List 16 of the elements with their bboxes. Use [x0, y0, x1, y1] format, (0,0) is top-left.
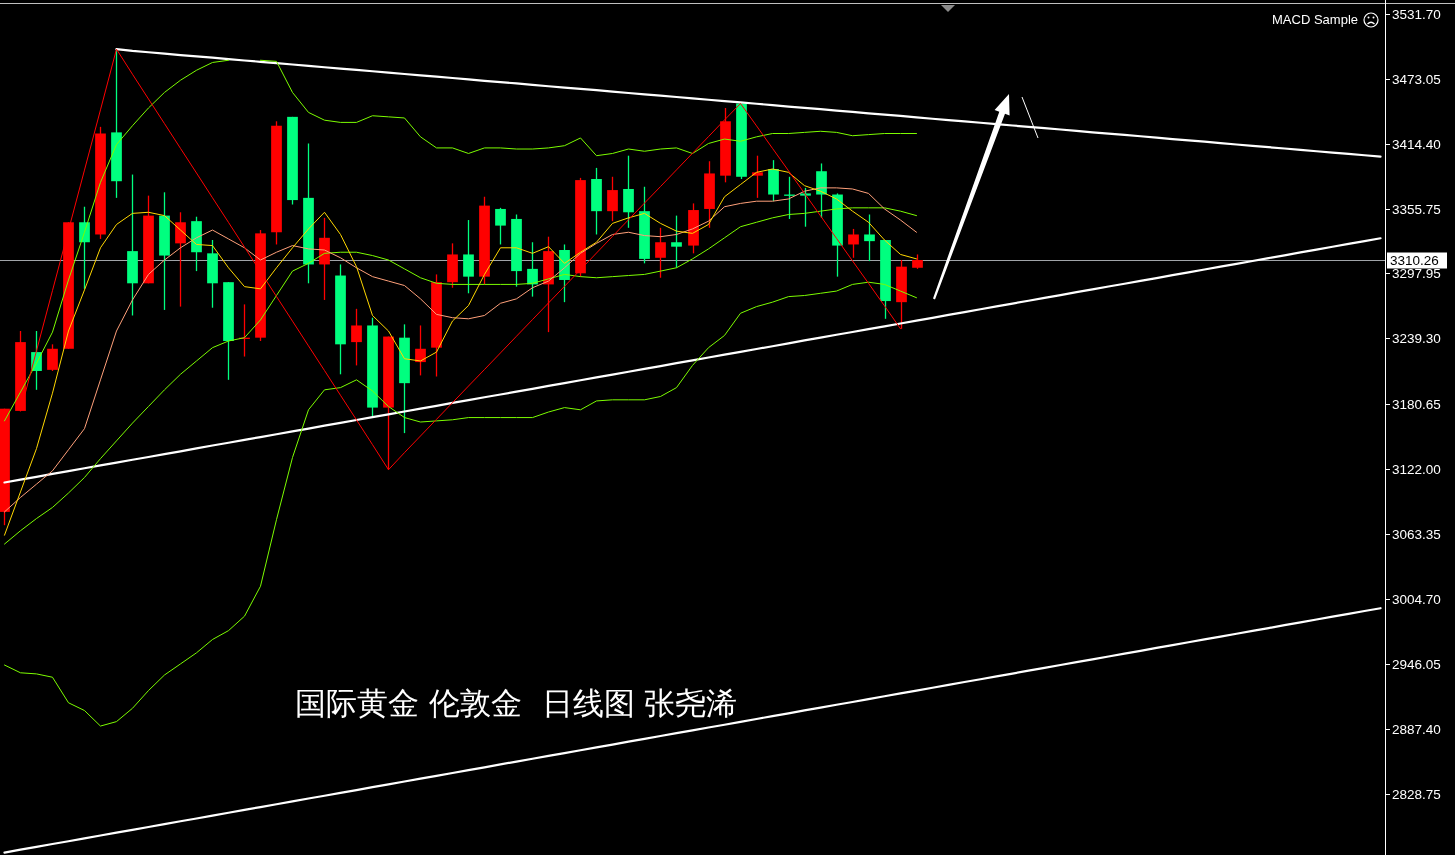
y-tick-label: 3239.30 — [1392, 331, 1441, 346]
y-tick-label: 3355.75 — [1392, 202, 1441, 217]
y-tick-label: 3180.65 — [1392, 397, 1441, 412]
ref-line-label: 3310.26 — [1390, 253, 1439, 268]
annotation: MACD Sample — [1272, 11, 1358, 27]
y-tick-label: 3297.95 — [1392, 266, 1441, 281]
y-tick-label: 2828.75 — [1392, 787, 1441, 802]
y-tick-label: 3473.05 — [1392, 72, 1441, 87]
y-tick-label: 3004.70 — [1392, 592, 1441, 607]
y-tick-label: 3122.00 — [1392, 462, 1441, 477]
y-tick-label: 2887.40 — [1392, 722, 1441, 737]
y-tick-label: 3531.70 — [1392, 7, 1441, 22]
y-tick-label: 3414.40 — [1392, 137, 1441, 152]
y-tick-label: 2946.05 — [1392, 657, 1441, 672]
y-tick-label: 3063.35 — [1392, 527, 1441, 542]
title: 国际黄金 伦敦金 日线图 张尧浠 — [295, 685, 738, 721]
